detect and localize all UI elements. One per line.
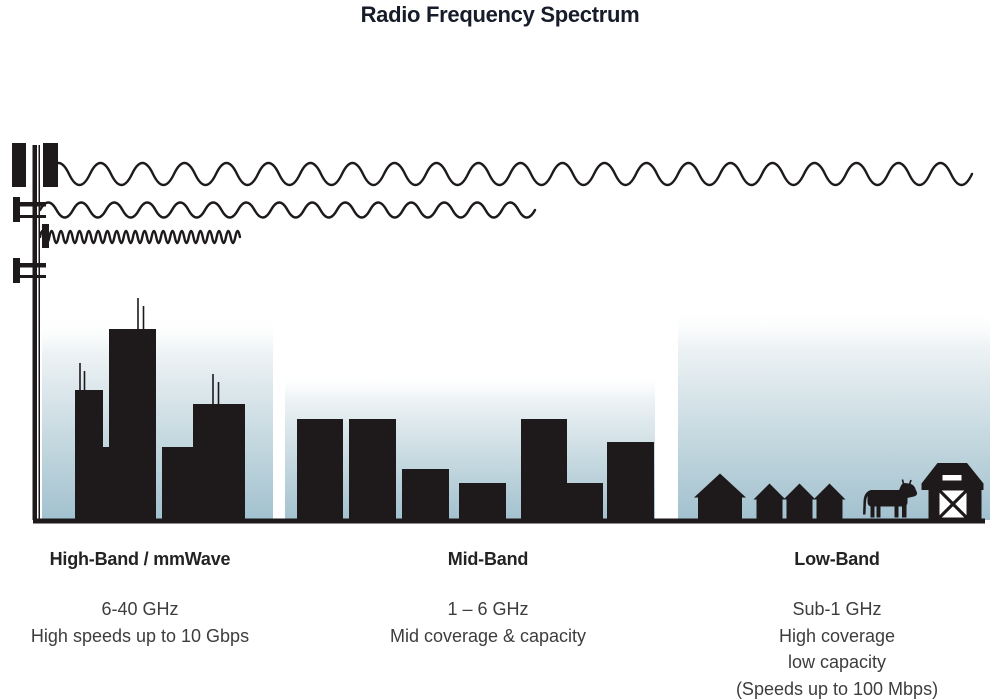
house-roof	[753, 483, 786, 500]
tower-antenna-panel-left	[12, 143, 26, 187]
low-band-description: High coverage	[778, 625, 896, 646]
cow-leg	[876, 504, 881, 518]
cell-tower-icon	[12, 143, 58, 520]
skyscraper	[103, 447, 109, 520]
skyscraper	[162, 447, 193, 520]
building	[607, 442, 654, 520]
cow-horns	[901, 479, 912, 485]
house-body	[756, 497, 783, 520]
cow-leg	[902, 502, 907, 518]
building	[349, 419, 396, 520]
tower-side-antenna	[13, 258, 20, 283]
skyscraper	[193, 404, 245, 520]
tower-antenna-panel-right	[43, 143, 58, 187]
high-band-label-block: High-Band / mmWave 6-40 GHz High speeds …	[0, 549, 280, 649]
rural-scene-icon	[694, 463, 984, 520]
barn-door-crossbuck	[938, 489, 968, 519]
tower-crossarm	[16, 215, 46, 218]
cow-head	[896, 483, 918, 499]
building	[521, 419, 567, 520]
house-body	[698, 495, 742, 520]
tower-crossarm	[16, 202, 46, 207]
house-roof	[694, 473, 746, 498]
city-skyscrapers-icon	[75, 298, 245, 520]
skyscraper	[109, 329, 156, 520]
building	[297, 419, 343, 520]
tower-crossarm	[16, 263, 46, 268]
barn-icon	[921, 463, 984, 520]
house-body	[816, 497, 843, 520]
mid-band-frequency: 1 – 6 GHz	[447, 599, 529, 619]
low-band-long-wave-icon	[46, 161, 974, 187]
low-band-label-block: Low-Band Sub-1 GHz High coverage low cap…	[697, 549, 977, 700]
house-icon	[753, 483, 786, 520]
high-band-frequency: 6-40 GHz	[101, 599, 179, 619]
building	[567, 483, 603, 520]
skyscraper	[75, 390, 103, 520]
page-title: Radio Frequency Spectrum	[360, 2, 640, 27]
high-band-short-wave-icon	[38, 229, 242, 245]
house-roof	[813, 483, 846, 500]
house-roof	[783, 483, 816, 500]
building	[402, 469, 449, 520]
mid-band-description: Mid coverage & capacity	[389, 625, 587, 646]
high-band-title: High-Band / mmWave	[49, 549, 231, 569]
mid-rise-buildings-icon	[297, 419, 654, 520]
tower-crossarm	[16, 275, 46, 278]
house-icon	[783, 483, 816, 520]
low-band-description: low capacity	[787, 652, 887, 672]
house-icon	[694, 473, 746, 520]
cow-leg	[894, 504, 899, 518]
tower-side-antenna	[13, 197, 20, 222]
high-band-description: High speeds up to 10 Gbps	[30, 625, 250, 646]
low-band-description: (Speeds up to 100 Mbps)	[735, 678, 939, 699]
mid-band-title: Mid-Band	[447, 549, 529, 569]
tower-pole-thin-line	[38, 145, 40, 520]
low-band-title: Low-Band	[794, 549, 880, 569]
mid-band-wave-icon	[38, 201, 537, 219]
cow-icon	[863, 479, 918, 518]
barn-loft-vent	[942, 475, 962, 481]
mid-band-label-block: Mid-Band 1 – 6 GHz Mid coverage & capaci…	[348, 549, 628, 649]
cow-tail	[863, 490, 871, 515]
tower-pole	[32, 145, 37, 520]
house-icon	[813, 483, 846, 520]
building	[459, 483, 506, 520]
ground-line	[33, 518, 985, 524]
rooftop-antennas	[79, 298, 220, 404]
house-body	[786, 497, 813, 520]
cow-leg	[870, 504, 875, 518]
tower-side-antenna	[42, 224, 49, 248]
low-band-frequency: Sub-1 GHz	[792, 599, 882, 619]
